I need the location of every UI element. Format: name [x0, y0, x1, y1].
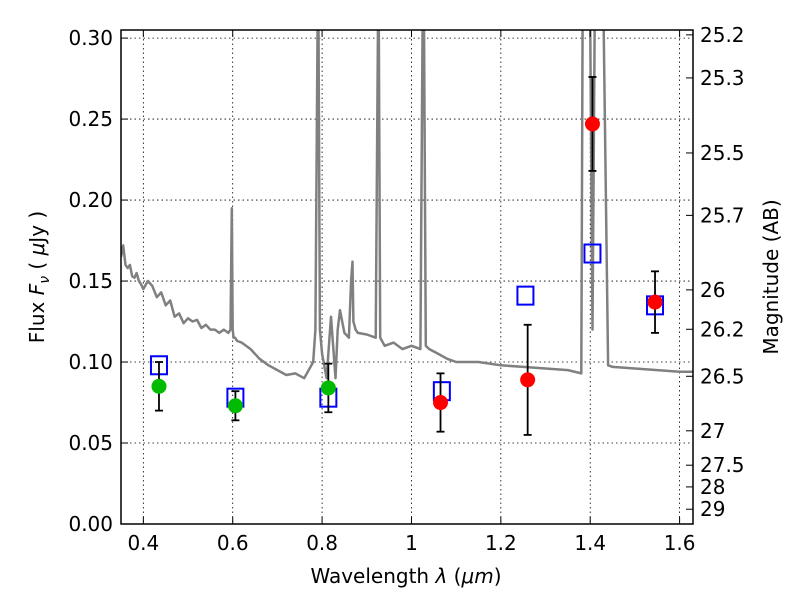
y-tick-label: 0.25	[68, 107, 113, 131]
mag-tick-label: 25.2	[700, 23, 745, 47]
x-tick-label: 1.6	[664, 531, 696, 555]
mag-tick-label: 25.7	[700, 203, 745, 227]
observed-point-green	[151, 378, 167, 394]
y2-axis-label: Magnitude (AB)	[759, 199, 783, 354]
x-tick-label: 1	[405, 531, 418, 555]
model-photometry-marker	[516, 285, 535, 306]
x-tick-label: 0.4	[127, 531, 159, 555]
mag-tick-label: 27	[700, 419, 725, 443]
x-tick-label: 0.6	[217, 531, 249, 555]
x-tick-label: 1.4	[574, 531, 606, 555]
plot-frame	[120, 29, 694, 525]
x-tick-label: 1.2	[485, 531, 517, 555]
y-axis-label: Flux Fν ( μJy )	[25, 211, 53, 343]
model-photometry-marker	[583, 243, 602, 264]
y-tick-label: 0.05	[68, 431, 113, 455]
y-tick-label: 0.30	[68, 26, 113, 50]
observed-point-green	[320, 380, 336, 396]
observed-point-red	[520, 372, 536, 388]
plot-background	[121, 30, 693, 524]
observed-point-red	[433, 395, 449, 411]
observed-point-green	[227, 398, 243, 414]
x-tick-label: 0.8	[306, 531, 338, 555]
mag-tick-label: 29	[700, 497, 725, 521]
axis-ticks: 0.4 0.6 0.8 1 1.2 1.4 1.6 0.00 0.05 0.10 0.15 0.20 0…	[68, 23, 744, 555]
y-tick-label: 0.20	[68, 188, 113, 212]
mag-tick-label: 26.5	[700, 364, 745, 388]
x-axis-label: Wavelength λ (μm)	[310, 564, 501, 588]
plot-series	[121, 30, 693, 436]
mag-tick-label: 28	[700, 475, 725, 499]
y-tick-label: 0.00	[68, 512, 113, 536]
model-spectrum-line	[121, 30, 693, 380]
mag-tick-label: 26.2	[700, 317, 745, 341]
mag-tick-label: 25.3	[700, 66, 745, 90]
y-tick-label: 0.15	[68, 269, 113, 293]
mag-tick-label: 26	[700, 278, 725, 302]
mag-tick-label: 27.5	[700, 453, 745, 477]
observed-point-red	[647, 294, 663, 310]
mag-tick-label: 25.5	[700, 141, 745, 165]
y-tick-label: 0.10	[68, 350, 113, 374]
observed-point-red	[584, 116, 600, 132]
